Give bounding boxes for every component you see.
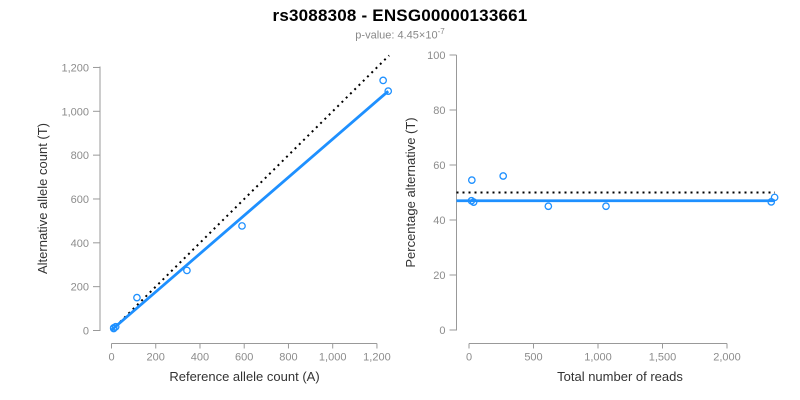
data-point bbox=[379, 76, 387, 85]
x-axis-title-left-plot: Reference allele count (A) bbox=[169, 369, 319, 384]
data-point bbox=[111, 322, 120, 331]
y-tick-label: 1,200 bbox=[61, 62, 89, 74]
data-point bbox=[544, 202, 553, 211]
data-point bbox=[602, 202, 610, 211]
x-tick-label: 0 bbox=[466, 352, 472, 364]
x-tick-label: 200 bbox=[147, 352, 165, 364]
x-tick-label: 2,000 bbox=[713, 352, 741, 364]
figure-title: rs3088308 - ENSG00000133661 bbox=[272, 6, 528, 25]
data-point bbox=[133, 293, 141, 302]
figure-subtitle: p-value: 4.45×10-7 bbox=[0, 27, 800, 42]
regression-line bbox=[110, 90, 390, 332]
axes-left-plot: 0 200 400 600 800 1,000 1,200 0 200 400 600 800 1,00… bbox=[61, 62, 390, 363]
data-point bbox=[109, 324, 118, 333]
y-tick-label: 400 bbox=[71, 238, 89, 250]
identity-line bbox=[110, 54, 390, 332]
x-tick-label: 1,500 bbox=[649, 352, 677, 364]
y-tick-label: 1,000 bbox=[61, 106, 89, 118]
marks-right-plot bbox=[456, 172, 779, 211]
data-point bbox=[467, 176, 476, 184]
y-axis-title-right-plot: Percentage alternative (T) bbox=[403, 117, 418, 267]
x-tick-label: 600 bbox=[235, 352, 253, 364]
y-tick-label: 600 bbox=[71, 194, 89, 206]
pvalue-exponent: -7 bbox=[437, 27, 445, 36]
data-point bbox=[384, 87, 393, 95]
x-tick-label: 1,000 bbox=[319, 352, 347, 364]
x-tick-label: 1,200 bbox=[363, 352, 391, 364]
y-tick-label: 800 bbox=[71, 150, 89, 162]
data-point bbox=[183, 266, 191, 275]
data-point bbox=[499, 172, 508, 180]
x-tick-label: 800 bbox=[279, 352, 297, 364]
y-axis-title-left-plot: Alternative allele count (T) bbox=[35, 123, 50, 274]
y-tick-label: 100 bbox=[427, 50, 445, 62]
data-point bbox=[238, 222, 246, 230]
axes-right-plot: 0 20 40 60 80 100 0 500 1,000 1,500 2,000 bbox=[427, 50, 741, 364]
plot-allele-counts: 0 200 400 600 800 1,000 1,200 0 200 400 600 800 1,00… bbox=[35, 54, 393, 384]
y-tick-label: 20 bbox=[433, 270, 445, 282]
plot-percentage-alternative: 0 20 40 60 80 100 0 500 1,000 1,500 2,000 Total nu… bbox=[403, 50, 779, 384]
x-tick-label: 500 bbox=[524, 352, 542, 364]
data-point bbox=[469, 198, 478, 206]
y-tick-label: 60 bbox=[433, 160, 445, 172]
x-tick-label: 0 bbox=[108, 352, 114, 364]
y-tick-label: 0 bbox=[83, 326, 89, 338]
y-tick-label: 80 bbox=[433, 105, 445, 117]
y-tick-label: 40 bbox=[433, 215, 445, 227]
y-tick-label: 0 bbox=[439, 325, 445, 337]
pvalue-text: p-value: 4.45×10 bbox=[355, 29, 438, 42]
x-tick-label: 1,000 bbox=[584, 352, 612, 364]
marks-left-plot bbox=[109, 54, 393, 333]
x-tick-label: 400 bbox=[191, 352, 209, 364]
y-tick-label: 200 bbox=[71, 282, 89, 294]
data-point bbox=[770, 193, 779, 202]
x-axis-title-right-plot: Total number of reads bbox=[557, 369, 683, 384]
